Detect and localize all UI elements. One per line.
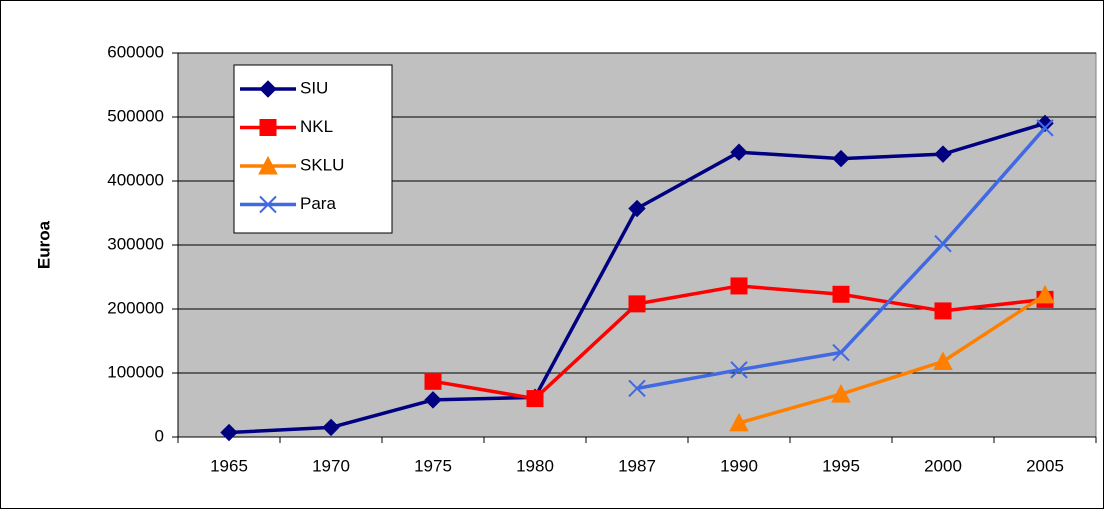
data-point	[628, 295, 646, 313]
data-point	[933, 351, 953, 370]
x-tick-label: 1987	[618, 456, 656, 475]
data-point	[832, 285, 850, 303]
legend-label: Para	[300, 194, 336, 213]
x-tick-label: 1980	[516, 456, 554, 475]
y-axis-label: Euroa	[34, 220, 53, 269]
data-point	[526, 390, 544, 408]
y-tick-label: 200000	[107, 298, 164, 317]
data-point	[832, 343, 850, 362]
y-tick-label: 500000	[107, 106, 164, 125]
series-line	[738, 293, 1046, 425]
data-point	[424, 391, 442, 409]
y-tick-label: 300000	[107, 234, 164, 253]
legend-label: NKL	[300, 117, 333, 136]
data-point	[730, 143, 748, 161]
data-point	[628, 199, 646, 218]
x-tick-label: 2000	[924, 456, 962, 475]
legend-label: SIU	[300, 78, 328, 97]
data-point	[322, 418, 340, 437]
legend-marker	[258, 155, 278, 175]
legend-marker	[259, 119, 277, 136]
legend-label: SKLU	[300, 155, 344, 174]
y-tick-label: 400000	[107, 170, 164, 189]
x-tick-label: 1990	[720, 456, 758, 475]
x-tick-label: 1965	[210, 456, 248, 475]
data-point	[1036, 119, 1054, 137]
data-point	[934, 302, 952, 320]
x-tick-label: 2005	[1026, 456, 1064, 475]
data-point	[1036, 114, 1054, 133]
data-point	[729, 412, 749, 432]
legend-marker	[259, 80, 277, 98]
x-tick-label: 1995	[822, 456, 860, 475]
data-point	[934, 145, 952, 163]
data-point	[832, 149, 850, 168]
data-point	[730, 277, 748, 295]
data-point	[628, 379, 646, 398]
y-tick-label: 0	[155, 426, 164, 445]
data-point	[831, 384, 851, 403]
data-point	[934, 235, 952, 253]
data-point	[220, 423, 238, 442]
data-point	[1035, 284, 1055, 304]
data-point	[424, 372, 442, 390]
y-tick-label: 100000	[107, 362, 164, 381]
x-tick-label: 1970	[312, 456, 350, 475]
x-tick-label: 1975	[414, 456, 452, 475]
y-tick-label: 600000	[107, 42, 164, 61]
data-point	[730, 361, 748, 379]
legend-marker	[259, 195, 277, 214]
